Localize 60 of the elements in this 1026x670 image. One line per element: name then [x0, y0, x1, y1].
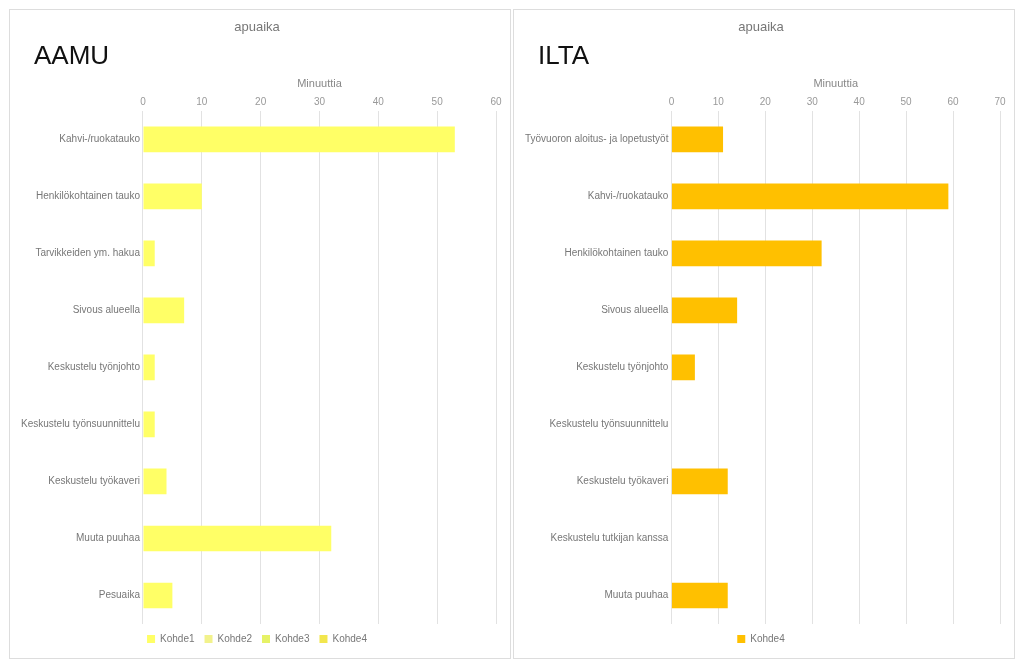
bar [143, 354, 155, 381]
chart-title: apuaika [738, 19, 785, 35]
x-tick-label: 20 [759, 95, 772, 107]
x-tick-label: 50 [431, 95, 444, 107]
y-tick-label: Kahvi-/ruokatauko [59, 133, 141, 145]
x-tick-label: 50 [900, 95, 913, 107]
y-tick-label: Keskustelu työkaveri [576, 475, 669, 487]
bar [671, 354, 695, 381]
x-tick-label: 10 [196, 95, 208, 107]
y-tick-label: Muuta puuhaa [604, 589, 669, 601]
legend-label: Kohde1 [160, 632, 195, 644]
y-tick-label: Muuta puuhaa [76, 532, 141, 544]
x-axis-title: Minuuttia [297, 77, 343, 90]
y-tick-label: Keskustelu työnsuunnittelu [21, 418, 140, 430]
bar [143, 525, 332, 552]
bar [143, 411, 155, 438]
x-tick-label: 0 [668, 95, 675, 107]
y-tick-label: Kahvi-/ruokatauko [587, 190, 669, 202]
y-tick-label: Henkilökohtainen tauko [36, 190, 141, 202]
x-tick-label: 20 [255, 95, 267, 107]
y-tick-label: Tarvikkeiden ym. hakua [35, 247, 141, 259]
x-tick-label: 30 [313, 95, 326, 107]
text: AAMU [34, 40, 110, 71]
y-tick-label: Keskustelu työnsuunnittelu [549, 418, 669, 430]
y-tick-label: Keskustelu työkaveri [48, 475, 140, 487]
bar [671, 183, 949, 210]
x-tick-label: 0 [140, 95, 147, 107]
bar [143, 183, 202, 210]
y-tick-label: Keskustelu työnjohto [576, 361, 669, 373]
legend-label: Kohde2 [217, 632, 253, 644]
bar [671, 582, 728, 609]
bar [143, 126, 455, 153]
y-tick-label: Sivous alueella [72, 304, 141, 316]
bar [671, 240, 822, 267]
bar [143, 240, 155, 267]
legend-label: Kohde3 [275, 632, 310, 644]
y-tick-label: Sivous alueella [601, 304, 669, 316]
chart-title: apuaika [234, 19, 281, 35]
legend-label: Kohde4 [750, 632, 786, 644]
bar [143, 468, 167, 495]
x-tick-label: 10 [712, 95, 725, 107]
text: ILTA [538, 40, 590, 71]
bar [671, 126, 724, 153]
legend-label: Kohde4 [332, 632, 368, 644]
x-tick-label: 40 [372, 95, 385, 107]
y-tick-label: Pesuaika [98, 589, 141, 601]
bar [143, 297, 185, 324]
x-tick-label: 40 [853, 95, 866, 107]
x-tick-label: 30 [806, 95, 819, 107]
y-tick-label: Keskustelu työnjohto [47, 361, 141, 373]
x-tick-label: 60 [490, 95, 502, 107]
y-tick-label: Keskustelu tutkijan kanssa [550, 532, 669, 544]
y-tick-label: Työvuoron aloitus- ja lopetustyöt [524, 133, 669, 145]
x-axis-title: Minuuttia [813, 77, 859, 90]
bar [671, 297, 738, 324]
x-tick-label: 70 [994, 95, 1006, 107]
bar [143, 582, 173, 609]
bar [671, 468, 728, 495]
x-tick-label: 60 [947, 95, 960, 107]
y-tick-label: Henkilökohtainen tauko [564, 247, 669, 259]
